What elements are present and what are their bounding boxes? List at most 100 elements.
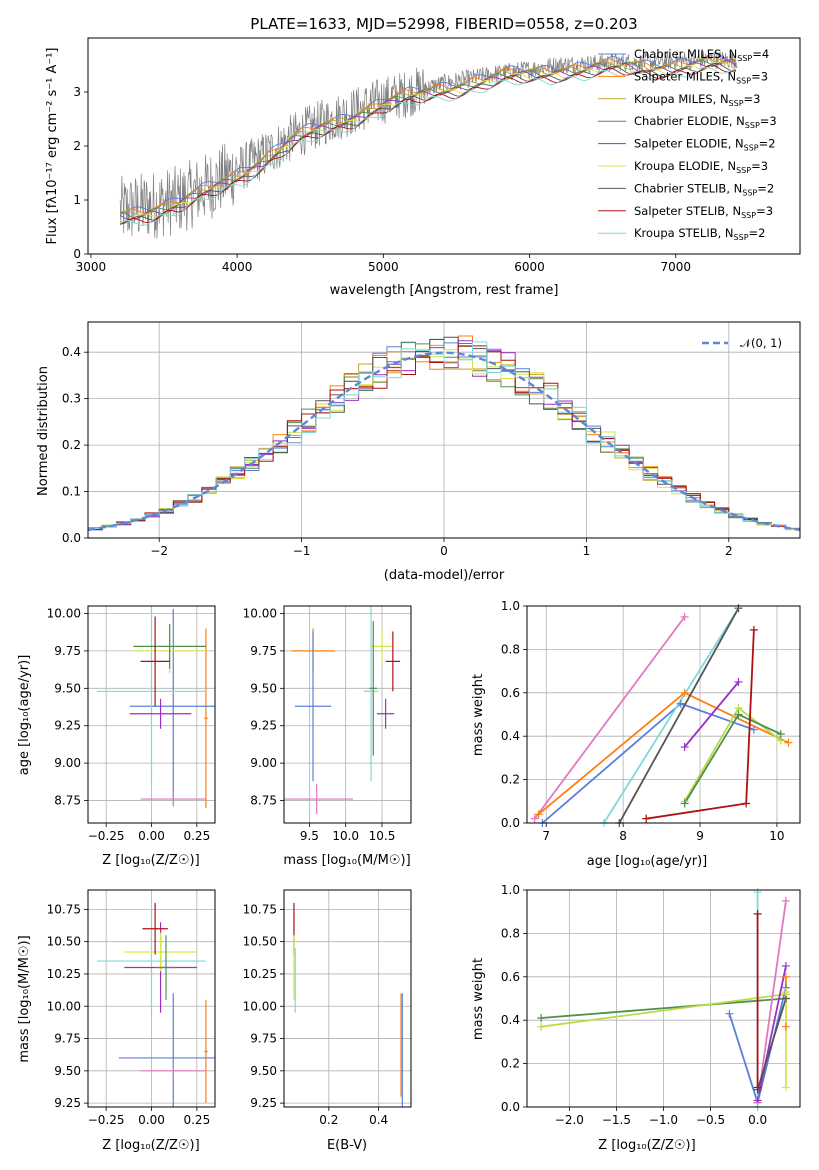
- weight_vs_Z-marker-9-1: [781, 987, 790, 996]
- age_vs_Z-ytick-label: 9.50: [54, 681, 81, 695]
- weight_vs_age-marker-8-2: [749, 625, 758, 634]
- mass_vs_Z-ytick-label: 9.50: [54, 1064, 81, 1078]
- legend-entry-0: Chabrier MILES, NSSP=4: [634, 47, 769, 63]
- weight_vs_age-marker-8-0: [642, 814, 651, 823]
- weight_vs_Z-xtick-label: −1.5: [602, 1113, 631, 1127]
- residuals-xtick-label: 0: [440, 544, 448, 558]
- weight_vs_age-series-5: [683, 681, 740, 748]
- age_vs_Z-xtick-label: 0.25: [183, 829, 210, 843]
- mass_vs_Z-plot-area: [97, 902, 215, 1107]
- mass_vs_Z-ytick-label: 9.25: [54, 1096, 81, 1110]
- spectrum-xtick-label: 5000: [368, 260, 399, 274]
- spectrum-ytick-label: 0: [73, 247, 81, 261]
- residuals-ytick-label: 0.4: [62, 345, 81, 359]
- weight_vs_age-ytick-label: 0.6: [501, 686, 520, 700]
- weight_vs_Z-series-4: [756, 965, 787, 1101]
- weight-z-xlabel: Z [log₁₀(Z/Z☉)]: [598, 1138, 695, 1153]
- mass_vs_ebv-frame: [283, 889, 412, 1108]
- mass_vs_Z-ytick-label: 10.50: [47, 935, 81, 949]
- weight_vs_age-series-0: [533, 616, 686, 820]
- mass_vs_Z-ytick-label: 10.00: [47, 999, 81, 1013]
- weight_vs_age-ytick-label: 1.0: [501, 599, 520, 613]
- weight_vs_age-frame: [526, 605, 801, 824]
- weight_vs_age-xtick-label: 8: [619, 829, 627, 843]
- model-line-4: [119, 60, 737, 221]
- weight_vs_age-marker-7-1: [734, 710, 743, 719]
- spectrum-ytick-label: 1: [73, 193, 81, 207]
- weight_vs_Z-marker-6-0: [781, 1022, 790, 1031]
- weight-age-ylabel: mass weight: [471, 674, 486, 756]
- spectrum-plot-area: [119, 51, 738, 239]
- normal-legend-label: 𝒩(0, 1): [740, 336, 782, 350]
- age-vs-mass-panel: mass [log₁₀(M/M☉)] 9.5 10.0 10.5 8.75 9.00 9.…: [243, 605, 412, 868]
- mass-z-xlabel: Z [log₁₀(Z/Z☉)]: [102, 1138, 199, 1153]
- age_vs_Z-frame: [87, 605, 216, 824]
- spectrum-xtick-label: 3000: [76, 260, 107, 274]
- normal-curve: [88, 351, 800, 532]
- mass_vs_Z-ytick-label: 9.75: [54, 1032, 81, 1046]
- weight_vs_age-marker-0-0: [530, 814, 539, 823]
- mass_vs_ebv-xtick-label: 0.2: [319, 1113, 338, 1127]
- legend-entry-3: Chabrier ELODIE, NSSP=3: [634, 114, 777, 130]
- weight-vs-metallicity-panel: Z [log₁₀(Z/Z☉)] mass weight −2.0 −1.5 −1.0…: [471, 883, 801, 1153]
- mass-ebv-xlabel: E(B-V): [327, 1138, 367, 1153]
- weight_vs_age-marker-2-2: [749, 725, 758, 734]
- legend-entry-7: Salpeter STELIB, NSSP=3: [634, 204, 773, 220]
- weight_vs_Z-ytick-label: 0.8: [501, 926, 520, 940]
- weight_vs_Z-marker-0-0: [537, 1014, 546, 1023]
- legend-entry-6: Chabrier STELIB, NSSP=2: [634, 181, 774, 197]
- weight_vs_age-marker-4-1: [734, 604, 743, 613]
- weight_vs_Z-series-1: [540, 993, 787, 1028]
- age_vs_mass-frame: [283, 605, 412, 824]
- weight_vs_Z-series-3: [756, 900, 787, 1103]
- weight-vs-age-panel: age [log₁₀(age/yr)] mass weight 7 8 9 10 0.0…: [471, 599, 801, 869]
- spectrum-title: PLATE=1633, MJD=52998, FIBERID=0558, z=0…: [250, 15, 637, 33]
- weight_vs_Z-marker-1-0: [537, 1022, 546, 1031]
- residuals-ytick-label: 0.3: [62, 392, 81, 406]
- legend-entry-5: Kroupa ELODIE, NSSP=3: [634, 159, 768, 175]
- residuals-ylabel: Normed distribution: [36, 366, 51, 496]
- weight_vs_Z-marker-6-1: [781, 972, 790, 981]
- weight-age-xlabel: age [log₁₀(age/yr)]: [587, 854, 708, 869]
- age_vs_mass-ytick-label: 9.25: [250, 719, 277, 733]
- weight-z-ylabel: mass weight: [471, 958, 486, 1040]
- weight_vs_Z-marker-8-0: [753, 1083, 762, 1092]
- weight_vs_age-marker-1-2: [784, 738, 793, 747]
- mass_vs_ebv-ytick-label: 9.25: [250, 1096, 277, 1110]
- weight_vs_Z-xtick-label: −1.0: [649, 1113, 678, 1127]
- mass_vs_Z-ytick-label: 10.75: [47, 902, 81, 916]
- weight_vs_Z-plot-area: [540, 892, 787, 1107]
- age_vs_mass-ytick-label: 9.00: [250, 756, 277, 770]
- mass_vs_Z-xtick-label: 0.00: [138, 1113, 165, 1127]
- age_vs_Z-ytick-label: 9.00: [54, 756, 81, 770]
- age-z-xlabel: Z [log₁₀(Z/Z☉)]: [102, 853, 199, 868]
- age_vs_mass-ytick-label: 9.50: [250, 681, 277, 695]
- residuals-xtick-label: 2: [725, 544, 733, 558]
- weight_vs_Z-ytick-label: 0.2: [501, 1057, 520, 1071]
- weight_vs_Z-marker-5-1: [753, 888, 762, 897]
- age_vs_mass-xtick-label: 9.5: [300, 829, 319, 843]
- weight_vs_Z-marker-4-1: [781, 961, 790, 970]
- weight_vs_Z-xtick-label: −2.0: [555, 1113, 584, 1127]
- model-line-3: [120, 59, 737, 219]
- residuals-ytick-label: 0.1: [62, 485, 81, 499]
- weight_vs_age-marker-8-1: [742, 799, 751, 808]
- age-z-ylabel: age [log₁₀(age/yr)]: [17, 655, 32, 776]
- spectrum-xtick-label: 6000: [514, 260, 545, 274]
- weight_vs_age-marker-5-1: [734, 677, 743, 686]
- weight_vs_age-series-7: [683, 713, 782, 804]
- residuals-xtick-label: 1: [583, 544, 591, 558]
- mass_vs_ebv-ytick-label: 10.00: [243, 999, 277, 1013]
- weight_vs_age-marker-5-0: [680, 743, 689, 752]
- weight_vs_Z-xtick-label: 0.0: [748, 1113, 767, 1127]
- legend-entry-2: Kroupa MILES, NSSP=3: [634, 92, 760, 108]
- mass_vs_ebv-ytick-label: 9.50: [250, 1064, 277, 1078]
- weight_vs_age-ytick-label: 0.0: [501, 816, 520, 830]
- spectrum-ytick-label: 2: [73, 139, 81, 153]
- legend-entry-4: Salpeter ELODIE, NSSP=2: [634, 137, 776, 153]
- age_vs_Z-plot-area: [97, 606, 215, 809]
- age_vs_Z-ytick-label: 9.75: [54, 644, 81, 658]
- mass_vs_ebv-plot-area: [293, 902, 403, 1107]
- weight_vs_age-ytick-label: 0.8: [501, 642, 520, 656]
